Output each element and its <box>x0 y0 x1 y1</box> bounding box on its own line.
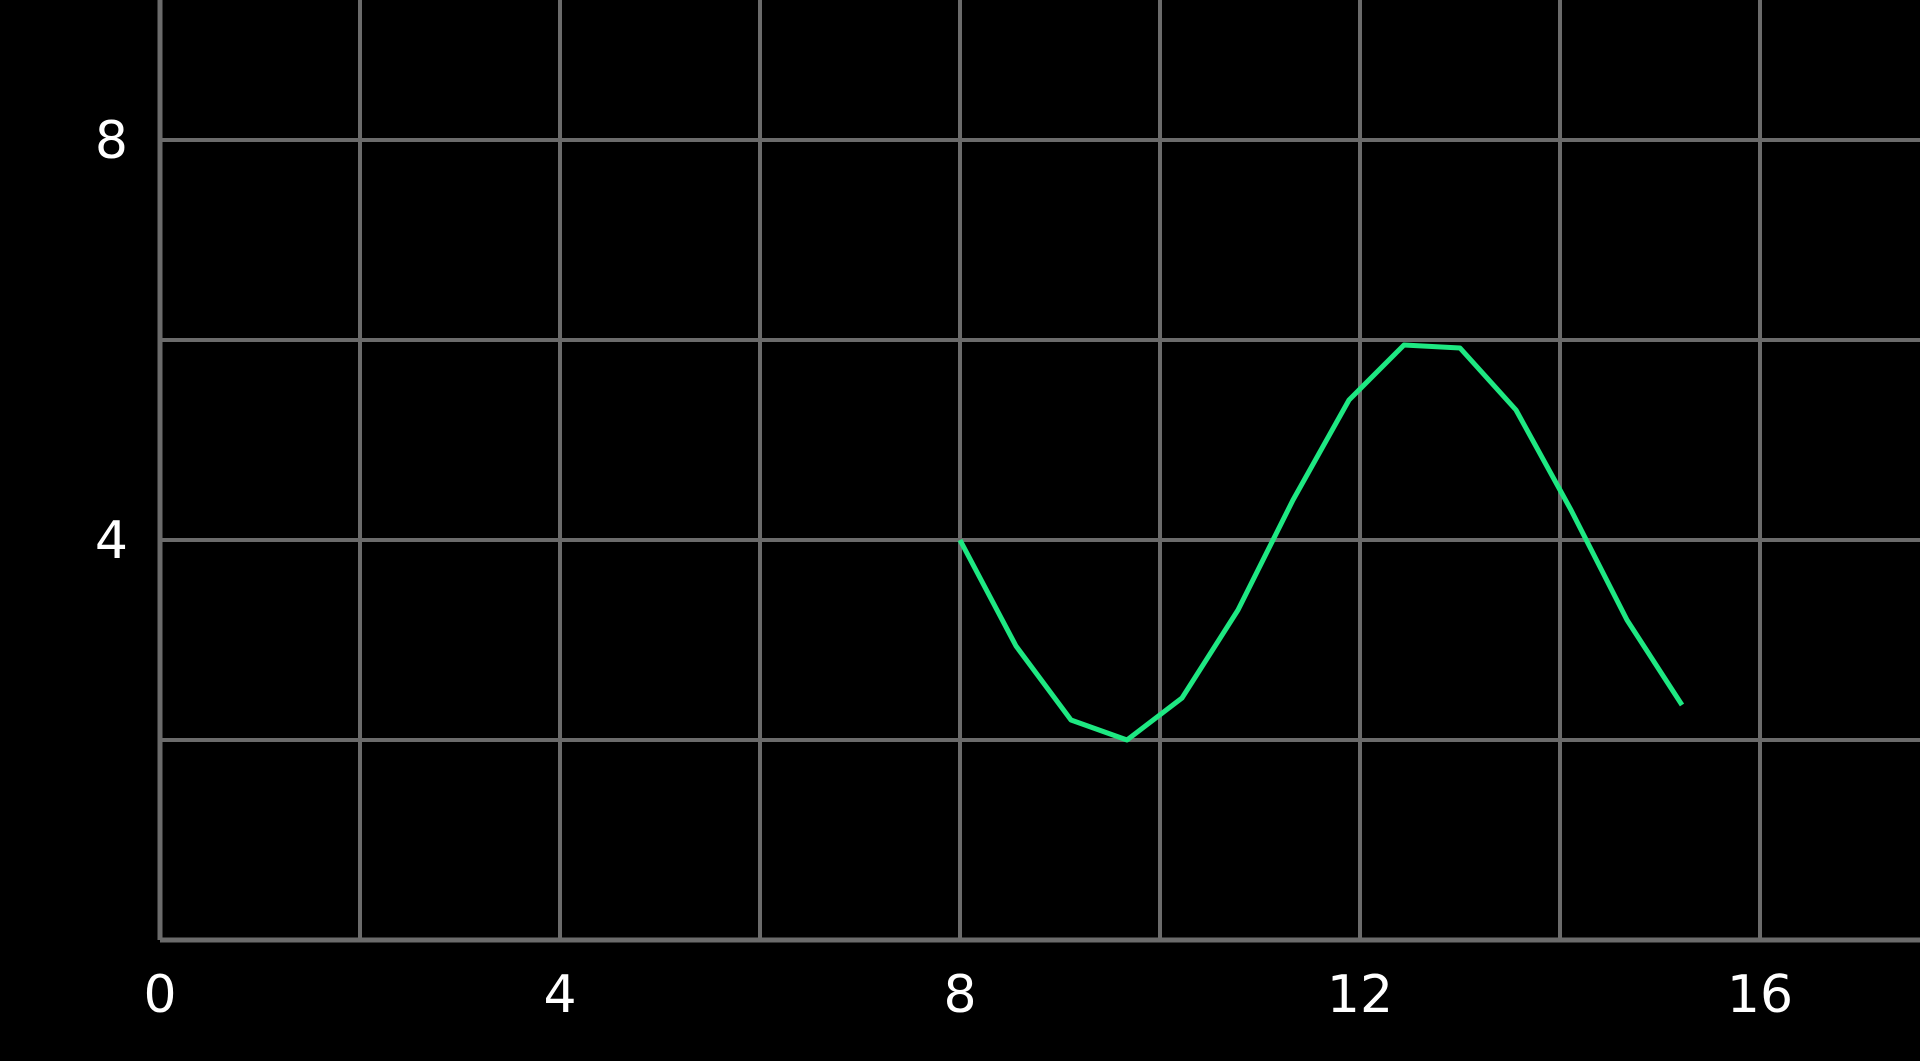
x-tick-label-8: 8 <box>943 965 976 1025</box>
x-tick-label-4: 4 <box>543 965 576 1025</box>
grid-lines <box>157 0 1920 943</box>
series-line-0 <box>957 342 1685 743</box>
y-tick-label-8: 8 <box>95 111 128 171</box>
x-tick-label-0: 0 <box>143 965 176 1025</box>
tick-labels: 0 4 8 12 16 4 8 <box>95 111 1793 1025</box>
series-lines <box>957 342 1685 743</box>
x-tick-label-12: 12 <box>1327 965 1393 1025</box>
y-tick-label-4: 4 <box>95 511 128 571</box>
x-tick-label-16: 16 <box>1727 965 1793 1025</box>
